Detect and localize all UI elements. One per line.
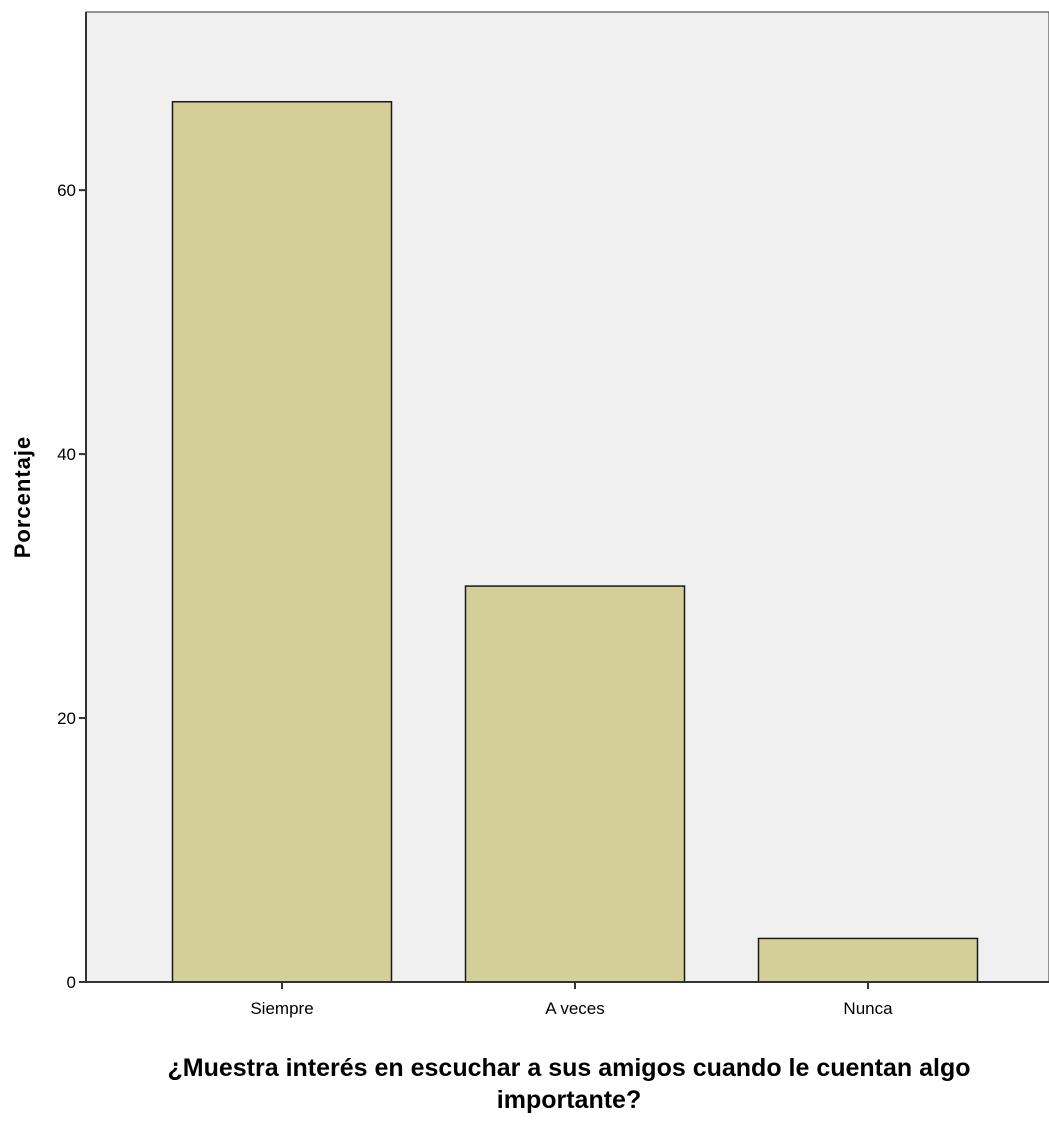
x-category-labels: Siempre A veces Nunca [250,982,893,1018]
bar-siempre [171,100,393,983]
x-category-label-siempre: Siempre [250,999,313,1018]
y-tick-label-40: 40 [57,445,76,464]
bar-nunca [757,937,979,983]
y-axis-title: Porcentaje [10,436,35,559]
y-tick-label-20: 20 [57,709,76,728]
x-axis-title-line-1: ¿Muestra interés en escuchar a sus amigo… [167,1054,970,1082]
x-category-label-a-veces: A veces [545,999,605,1018]
bar-a-veces [464,585,686,983]
x-axis-title-line-2: importante? [497,1086,641,1114]
y-tick-label-60: 60 [57,181,76,200]
y-tick-label-0: 0 [67,973,76,992]
x-category-label-nunca: Nunca [843,999,893,1018]
y-ticks: 0 20 40 60 [57,181,86,992]
